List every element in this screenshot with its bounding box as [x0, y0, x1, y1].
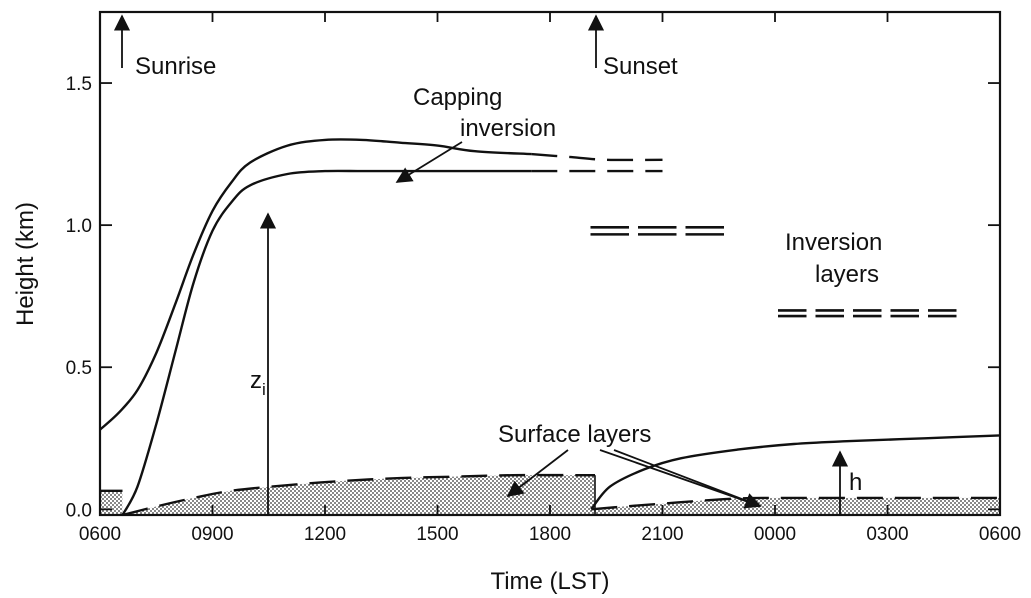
x-tick-label-8: 0600: [979, 524, 1021, 545]
y-tick-label-1: 0.5: [66, 358, 92, 379]
x-tick-label-0: 0600: [79, 524, 121, 545]
inversion-layers-label-1: Inversion: [785, 229, 882, 256]
series-h: [590, 434, 1001, 511]
y-tick-label-3: 1.5: [66, 74, 92, 95]
sunset-label: Sunset: [603, 53, 678, 80]
x-tick-label-5: 2100: [641, 524, 683, 545]
series-surface_layer_day: [122, 473, 596, 517]
fill-surface_layer_night: [591, 497, 1000, 515]
x-tick-label-1: 0900: [191, 524, 233, 545]
series-capping_top: [99, 138, 532, 431]
annotations: Sunrise Sunset Capping inversion zi Inve…: [113, 14, 882, 515]
surface-layers-label: Surface layers: [498, 421, 651, 448]
inversion-layer-marks: [590, 225, 957, 318]
series-zi: [121, 169, 532, 516]
y-axis-label: Height (km): [12, 202, 39, 326]
y-tick-label-0: 0.0: [66, 500, 92, 521]
x-axis-label: Time (LST): [490, 568, 609, 595]
h-label: h: [849, 469, 862, 496]
capping-inversion-label-1: Capping: [413, 84, 502, 111]
fill-surface_layer_day: [122, 475, 595, 515]
axis-ticks: 0600 0900 1200 1500 1800 2100 0000 0300 0600 0.0 0…: [66, 12, 1021, 545]
x-tick-label-6: 0000: [754, 524, 796, 545]
capping-inversion-label-2: inversion: [460, 115, 556, 142]
zi-label: zi: [250, 367, 266, 399]
x-tick-label-2: 1200: [304, 524, 346, 545]
series-capping_top_dashed: [531, 152, 663, 162]
y-tick-label-2: 1.0: [66, 216, 92, 237]
surface-layers-pointer-night-b: [613, 449, 762, 509]
fill-morning_residual_surface: [100, 490, 123, 515]
series-surface_layer_night: [591, 496, 1000, 511]
surface-layers-pointer-day: [506, 449, 569, 497]
x-tick-label-3: 1500: [416, 524, 458, 545]
x-tick-label-4: 1800: [529, 524, 571, 545]
x-tick-label-7: 0300: [866, 524, 908, 545]
sunrise-label: Sunrise: [135, 53, 216, 80]
curves: [99, 138, 1001, 517]
capping-inversion-pointer: [395, 141, 463, 183]
inversion-layers-label-2: layers: [815, 261, 879, 288]
surface-layer-fills: [100, 475, 1000, 515]
